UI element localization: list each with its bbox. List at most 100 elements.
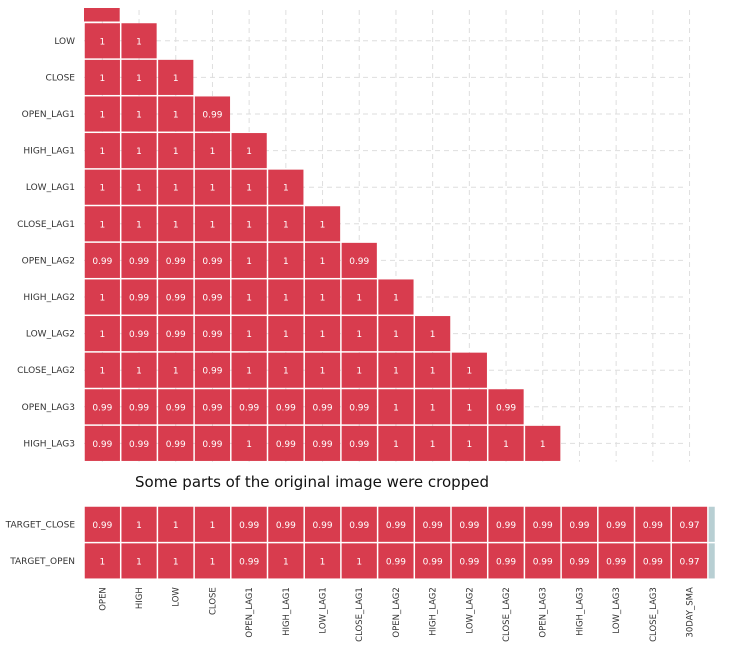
bottom-cell: 0.99: [598, 506, 634, 542]
top-row-label: CLOSE_LAG2: [17, 366, 75, 376]
top-cell-value: 1: [99, 220, 105, 230]
top-cell: 0.99: [194, 96, 231, 132]
top-cell-rect: [415, 316, 451, 352]
bottom-cell-rect: [635, 506, 671, 542]
top-cell-value: 1: [99, 147, 105, 157]
top-cell: 0.99: [158, 242, 194, 278]
top-cell: 1: [84, 169, 120, 205]
bottom-cell-rect: [488, 506, 524, 542]
top-cell: 1: [121, 169, 157, 205]
bottom-cell-rect: [635, 543, 671, 579]
top-cell-rect: [84, 279, 120, 315]
top-cell-rect: [488, 389, 524, 425]
top-cell: 0.99: [194, 279, 231, 315]
top-cell-value: 0.99: [349, 257, 369, 267]
top-cell-rect: [194, 133, 231, 169]
top-cell: 1: [158, 169, 194, 205]
bottom-cell-rect: [378, 506, 414, 542]
top-cell: 0.99: [341, 425, 377, 461]
bottom-cell-value: 0.99: [533, 557, 553, 567]
top-cell-value: 0.99: [166, 257, 186, 267]
top-cell: 1: [158, 133, 194, 169]
bottom-cell: 0.99: [451, 506, 487, 542]
bottom-cell-rect: [488, 543, 524, 579]
top-cell-value: 0.99: [166, 294, 186, 304]
top-cell: 0.99: [84, 242, 120, 278]
top-cell: 1: [231, 279, 267, 315]
top-cell: 1: [341, 316, 377, 352]
top-cell-rect: [194, 242, 231, 278]
bottom-cell-value: 0.99: [496, 557, 516, 567]
top-cell-rect: [268, 352, 304, 388]
top-cell-value: 0.99: [496, 403, 516, 413]
top-cell-rect: [525, 425, 561, 461]
bottom-cell-rect: [158, 506, 194, 542]
top-cell-rect: [304, 242, 341, 278]
bottom-cell-value: 0.99: [643, 557, 663, 567]
top-cell: 0.99: [231, 389, 267, 425]
top-cell: 1: [378, 279, 414, 315]
bottom-cell: 0.99: [451, 543, 487, 579]
top-cell-rect: [84, 59, 120, 95]
bottom-cell-rect: [451, 506, 487, 542]
bottom-cell-value: 1: [283, 557, 289, 567]
bottom-cell-value: 0.97: [680, 557, 700, 567]
top-cell-value: 1: [283, 220, 289, 230]
top-cell-rect: [158, 425, 194, 461]
top-cell-rect: [194, 169, 231, 205]
top-row-label: HIGH_LAG3: [23, 439, 75, 449]
top-cell-rect: [268, 169, 304, 205]
top-cell-rect: [158, 96, 194, 132]
top-cell: 1: [268, 169, 304, 205]
top-cell-rect: [194, 352, 231, 388]
bottom-cell-rect: [378, 543, 414, 579]
top-cell-value: 0.99: [239, 403, 259, 413]
top-cell: 1: [231, 316, 267, 352]
top-cell: 1: [378, 425, 414, 461]
top-cell-value: 1: [99, 294, 105, 304]
bottom-cell: 0.99: [378, 506, 414, 542]
bottom-cell: 1: [121, 506, 157, 542]
top-cell: 0.99: [268, 389, 304, 425]
top-cell-value: 1: [283, 294, 289, 304]
top-cell-rect: [194, 316, 231, 352]
top-cell-value: 1: [320, 257, 326, 267]
bottom-cell-value: 0.99: [459, 557, 479, 567]
top-cell-value: 1: [320, 220, 326, 230]
bottom-cell-value: 1: [210, 557, 216, 567]
top-cell-rect: [121, 316, 157, 352]
bottom-cell-value: 0.99: [239, 521, 259, 531]
bottom-row-label: TARGET_CLOSE: [5, 520, 76, 530]
column-label: OPEN_LAG3: [539, 587, 549, 637]
bottom-cell: 1: [158, 506, 194, 542]
bottom-cell-rect: [415, 543, 451, 579]
top-row-label: HIGH_LAG1: [23, 147, 75, 157]
top-cell: 1: [304, 242, 341, 278]
bottom-cell-value: 0.99: [92, 521, 112, 531]
bottom-cell: 0.99: [635, 543, 671, 579]
top-cell: 0.99: [268, 425, 304, 461]
top-cell: 1: [415, 389, 451, 425]
top-cell: 0.99: [158, 389, 194, 425]
top-cell-rect: [121, 59, 157, 95]
bottom-cell: 0.97: [671, 543, 708, 579]
bottom-cell: 1: [268, 543, 304, 579]
top-cell: 1: [304, 316, 341, 352]
bottom-cell-rect: [84, 506, 120, 542]
bottom-cell-value: 1: [210, 521, 216, 531]
top-row-label: CLOSE_LAG1: [17, 220, 75, 230]
bottom-cell: 0.99: [231, 506, 267, 542]
bottom-cell-rect: [451, 543, 487, 579]
top-cell-rect: [158, 352, 194, 388]
top-cell-rect: [451, 425, 487, 461]
top-cell-value: 1: [99, 111, 105, 121]
column-label: HIGH: [135, 587, 145, 609]
bottom-cell-value: 0.99: [349, 521, 369, 531]
top-cell-value: 1: [99, 367, 105, 377]
bottom-cell-value: -0: [722, 557, 730, 567]
bottom-cell: 1: [121, 543, 157, 579]
bottom-cell-rect: [304, 543, 341, 579]
top-cell-value: 1: [210, 220, 216, 230]
bottom-cell: 0.99: [561, 506, 598, 542]
